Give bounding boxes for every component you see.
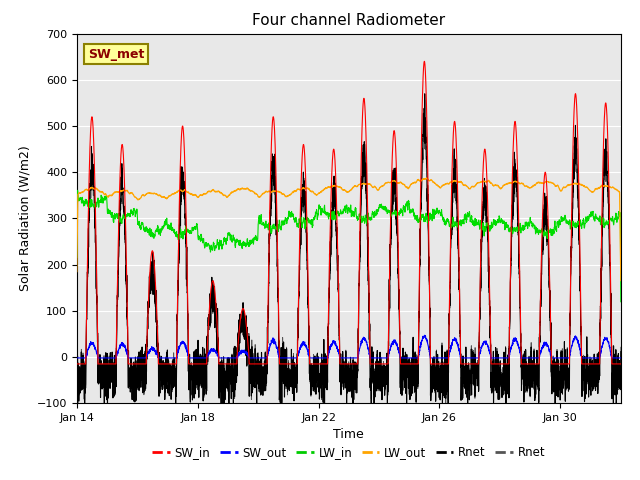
Rnet <box>412 372 419 378</box>
LW_out <box>402 184 410 190</box>
LW_out <box>423 175 431 181</box>
Line: SW_out: SW_out <box>77 335 621 359</box>
Rnet <box>617 377 625 383</box>
SW_in <box>617 361 625 367</box>
LW_in <box>225 230 233 236</box>
SW_out <box>412 355 419 361</box>
Rnet <box>189 371 197 376</box>
LW_in <box>402 202 410 207</box>
SW_in <box>565 361 573 367</box>
Rnet <box>421 91 429 96</box>
LW_in <box>565 219 573 225</box>
Rnet <box>225 400 233 406</box>
Rnet <box>421 97 429 103</box>
Line: Rnet: Rnet <box>77 100 621 403</box>
SW_out <box>420 332 428 338</box>
LW_in <box>617 299 625 305</box>
SW_out <box>566 355 573 361</box>
LW_out <box>412 180 419 185</box>
LW_out <box>73 269 81 275</box>
SW_in <box>617 361 625 367</box>
Text: SW_met: SW_met <box>88 48 144 60</box>
Line: SW_in: SW_in <box>77 61 621 364</box>
SW_out <box>617 355 625 361</box>
Rnet <box>73 384 81 389</box>
X-axis label: Time: Time <box>333 429 364 442</box>
Rnet <box>81 400 88 406</box>
SW_out <box>225 355 232 361</box>
LW_out <box>225 192 232 198</box>
LW_out <box>617 278 625 284</box>
SW_out <box>487 356 495 361</box>
Rnet <box>73 387 81 393</box>
LW_in <box>189 226 197 231</box>
Y-axis label: Solar Radiation (W/m2): Solar Radiation (W/m2) <box>18 145 31 291</box>
LW_out <box>617 256 625 262</box>
Rnet <box>172 400 179 406</box>
LW_out <box>189 192 197 198</box>
LW_in <box>74 188 81 193</box>
SW_in <box>225 361 232 367</box>
SW_out <box>402 355 410 361</box>
SW_in <box>402 361 410 367</box>
Rnet <box>617 377 625 383</box>
Rnet <box>617 349 625 355</box>
Rnet <box>617 344 625 350</box>
LW_out <box>565 182 573 188</box>
Rnet <box>566 385 573 391</box>
SW_in <box>73 361 81 367</box>
Line: Rnet: Rnet <box>77 94 621 403</box>
Line: LW_in: LW_in <box>77 191 621 302</box>
SW_out <box>189 355 197 361</box>
LW_in <box>617 241 625 247</box>
Rnet <box>412 373 419 379</box>
Rnet <box>189 374 197 380</box>
Rnet <box>225 400 233 406</box>
Rnet <box>402 381 410 386</box>
SW_in <box>189 361 197 367</box>
Line: LW_out: LW_out <box>77 178 621 281</box>
SW_in <box>420 59 428 64</box>
Legend: SW_in, SW_out, LW_in, LW_out, Rnet, Rnet: SW_in, SW_out, LW_in, LW_out, Rnet, Rnet <box>148 442 550 464</box>
SW_in <box>412 361 419 367</box>
SW_out <box>73 355 81 361</box>
Rnet <box>566 385 573 391</box>
LW_in <box>412 215 419 220</box>
SW_out <box>617 355 625 361</box>
LW_in <box>73 254 81 260</box>
Rnet <box>402 380 410 386</box>
Title: Four channel Radiometer: Four channel Radiometer <box>252 13 445 28</box>
